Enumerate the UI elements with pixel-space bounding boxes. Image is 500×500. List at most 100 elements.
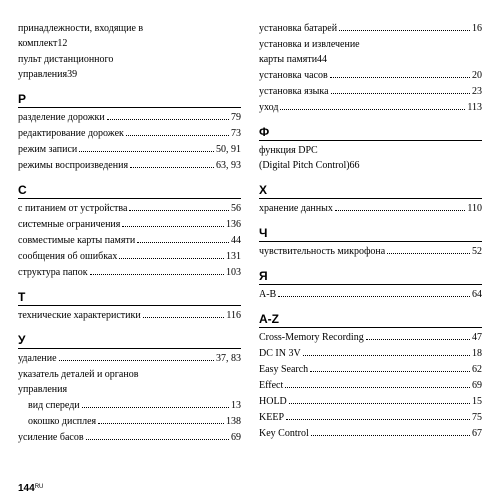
index-entry: установка языка 23 [259,84,482,99]
section-heading: Р [18,92,241,108]
leader-dots [366,339,470,340]
index-entry-page: 50, 91 [216,142,241,157]
leader-dots [335,210,466,211]
index-entry: технические характеристики 116 [18,308,241,323]
index-entry: режимы воспроизведения 63, 93 [18,158,241,173]
leader-dots [98,423,224,424]
index-entry: Key Control 67 [259,426,482,441]
index-entry-text: с питанием от устройства [18,201,127,216]
index-entry: разделение дорожки79 [18,110,241,125]
index-entry-text: HOLD [259,394,287,409]
index-entry-page: 75 [472,410,482,425]
index-entry-text: Cross-Memory Recording [259,330,364,345]
index-entry-text: режимы воспроизведения [18,158,128,173]
index-entry-page: 63, 93 [216,158,241,173]
index-entry-page: 69 [472,378,482,393]
index-entry: системные ограничения 136 [18,217,241,232]
index-entry: принадлежности, входящие вкомплект12 [18,21,241,51]
leader-dots [107,119,229,120]
index-entry: окошко дисплея138 [18,414,241,429]
index-entry-text: окошко дисплея [28,414,96,429]
index-entry-page: 103 [226,265,241,280]
index-entry-text: удаление [18,351,57,366]
index-entry-text: сообщения об ошибках [18,249,117,264]
index-entry-text: управления [18,382,67,397]
index-entry-page: 69 [231,430,241,445]
leader-dots [280,109,465,110]
index-entry: уход 113 [259,100,482,115]
index-entry-page: 66 [350,158,360,173]
index-entry-text: DC IN 3V [259,346,301,361]
index-entry-page: 73 [231,126,241,141]
leader-dots [59,360,214,361]
leader-dots [278,296,470,297]
index-entry-page: 47 [472,330,482,345]
leader-dots [126,135,229,136]
index-entry: Easy Search62 [259,362,482,377]
leader-dots [130,167,214,168]
index-entry: Cross-Memory Recording 47 [259,330,482,345]
section-heading: A-Z [259,312,482,328]
index-entry-page: 12 [57,36,67,51]
index-entry-text: Effect [259,378,283,393]
index-entry-text: Key Control [259,426,309,441]
leader-dots [387,253,470,254]
leader-dots [303,355,470,356]
index-entry-text: установка батарей [259,21,337,36]
index-entry-page: 136 [226,217,241,232]
index-entry: с питанием от устройства 56 [18,201,241,216]
index-entry-text: установка языка [259,84,329,99]
section-heading: Х [259,183,482,199]
section-heading: Я [259,269,482,285]
index-entry-page: 39 [67,67,77,82]
index-entry-page: 131 [226,249,241,264]
leader-dots [122,226,224,227]
index-entry-page: 64 [472,287,482,302]
leader-dots [137,242,229,243]
leader-dots [143,317,225,318]
index-entry-text: уход [259,100,278,115]
leader-dots [119,258,224,259]
index-entry-text: функция DPC [259,143,482,158]
index-entry-page: 56 [231,201,241,216]
leader-dots [86,439,229,440]
leader-dots [330,77,470,78]
index-entry: совместимые карты памяти 44 [18,233,241,248]
section-heading: Ч [259,226,482,242]
index-entry: HOLD15 [259,394,482,409]
leader-dots [310,371,470,372]
index-entry: указатель деталей и органовуправления [18,367,241,397]
index-entry-text: A-B [259,287,276,302]
index-entry: удаление37, 83 [18,351,241,366]
section-heading: У [18,333,241,349]
leader-dots [82,407,229,408]
index-entry: A-B 64 [259,287,482,302]
index-entry: KEEP75 [259,410,482,425]
index-entry: режим записи50, 91 [18,142,241,157]
index-entry-page: 113 [467,100,482,115]
index-entry-text: чувствительность микрофона [259,244,385,259]
index-entry-page: 110 [467,201,482,216]
index-entry: усиление басов69 [18,430,241,445]
index-entry-text: установка и извлечение [259,37,482,52]
index-entry-page: 44 [231,233,241,248]
index-entry-text: вид спереди [28,398,80,413]
index-entry-text: совместимые карты памяти [18,233,135,248]
section-heading: Т [18,290,241,306]
index-entry-page: 23 [472,84,482,99]
index-entry-text: указатель деталей и органов [18,367,241,382]
index-entry-text: Easy Search [259,362,308,377]
index-entry-text: карты памяти [259,52,317,67]
index-entry-page: 67 [472,426,482,441]
index-entry-text: управления [18,67,67,82]
leader-dots [331,93,470,94]
index-entry-text: комплект [18,36,57,51]
index-entry-page: 116 [226,308,241,323]
index-entry-text: структура папок [18,265,88,280]
index-entry-text: технические характеристики [18,308,141,323]
index-entry: сообщения об ошибках 131 [18,249,241,264]
leader-dots [79,151,214,152]
index-entry: чувствительность микрофона52 [259,244,482,259]
index-entry-text: системные ограничения [18,217,120,232]
index-entry-text: установка часов [259,68,328,83]
